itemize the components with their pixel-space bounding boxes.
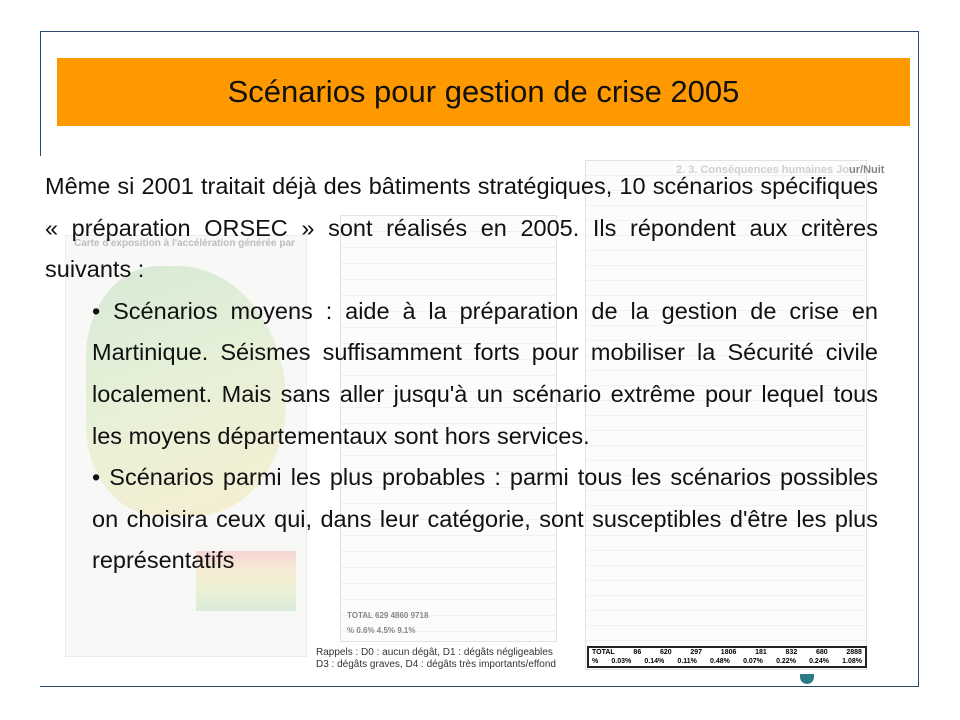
table2-totals: TOTAL 86 620 297 1806 181 832 680 2888 % 0.03% 0.1… [587, 646, 867, 668]
slide-body: Même si 2001 traitait déjà des bâtiments… [45, 166, 878, 582]
table2-heading: 2. 3. Conséquences humaines Jour/Nuit [676, 164, 885, 176]
table2-cell: 297 [690, 649, 703, 656]
table1-total: TOTAL 629 4860 9718 [347, 611, 429, 620]
background-map-image: Carte d'exposition à l'accélération géné… [65, 235, 307, 657]
table2-cell: 86 [633, 649, 642, 656]
frame-top-line [40, 31, 919, 32]
table2-cell: 2888 [846, 649, 862, 656]
table2-cell: 680 [815, 649, 828, 656]
table2-cell: 0.22% [776, 658, 796, 665]
table2-cell: TOTAL [592, 649, 615, 656]
table2-total-row: TOTAL 86 620 297 1806 181 832 680 2888 [589, 648, 865, 657]
table1-percent: % 0.6% 4.5% 9.1% [347, 626, 416, 635]
table2-percent-row: % 0.03% 0.14% 0.11% 0.48% 0.07% 0.22% 0.24% 1.08… [589, 657, 865, 666]
logo-mark [800, 674, 814, 684]
table2-cell: 832 [785, 649, 798, 656]
title-bar: Scénarios pour gestion de crise 2005 [57, 58, 910, 126]
table2-cell: 0.24% [809, 658, 829, 665]
background-table-human: 2. 3. Conséquences humaines Jour/Nuit [585, 160, 884, 670]
table2-cell: 0.11% [677, 658, 697, 665]
rappels-note: Rappels : D0 : aucun dégât, D1 : dégâts … [316, 647, 556, 670]
frame-left-line [40, 31, 41, 156]
map-legend [196, 551, 296, 611]
map-caption: Carte d'exposition à l'accélération géné… [74, 238, 295, 249]
table2-cell: 0.14% [644, 658, 665, 665]
background-table-damage: TOTAL 629 4860 9718 % 0.6% 4.5% 9.1% [340, 215, 557, 642]
table2-cell: % [592, 658, 599, 665]
island-shape [86, 266, 286, 516]
table2-cell: 1.08% [842, 658, 862, 665]
bullet-item: • Scénarios parmi les plus probables : p… [92, 464, 878, 574]
table2-cell: 0.48% [710, 658, 730, 665]
bullet-item: • Scénarios moyens : aide à la préparati… [92, 297, 878, 449]
table2-cell: 620 [659, 649, 672, 656]
slide-title: Scénarios pour gestion de crise 2005 [227, 74, 740, 109]
table2-cell: 1806 [720, 649, 737, 656]
intro-paragraph: Même si 2001 traitait déjà des bâtiments… [45, 173, 878, 283]
table2-cell: 181 [755, 649, 767, 656]
table2-cell: 0.07% [743, 658, 763, 665]
table2-cell: 0.03% [611, 658, 632, 665]
frame-bottom-line [40, 686, 919, 687]
frame-right-line [918, 31, 919, 687]
